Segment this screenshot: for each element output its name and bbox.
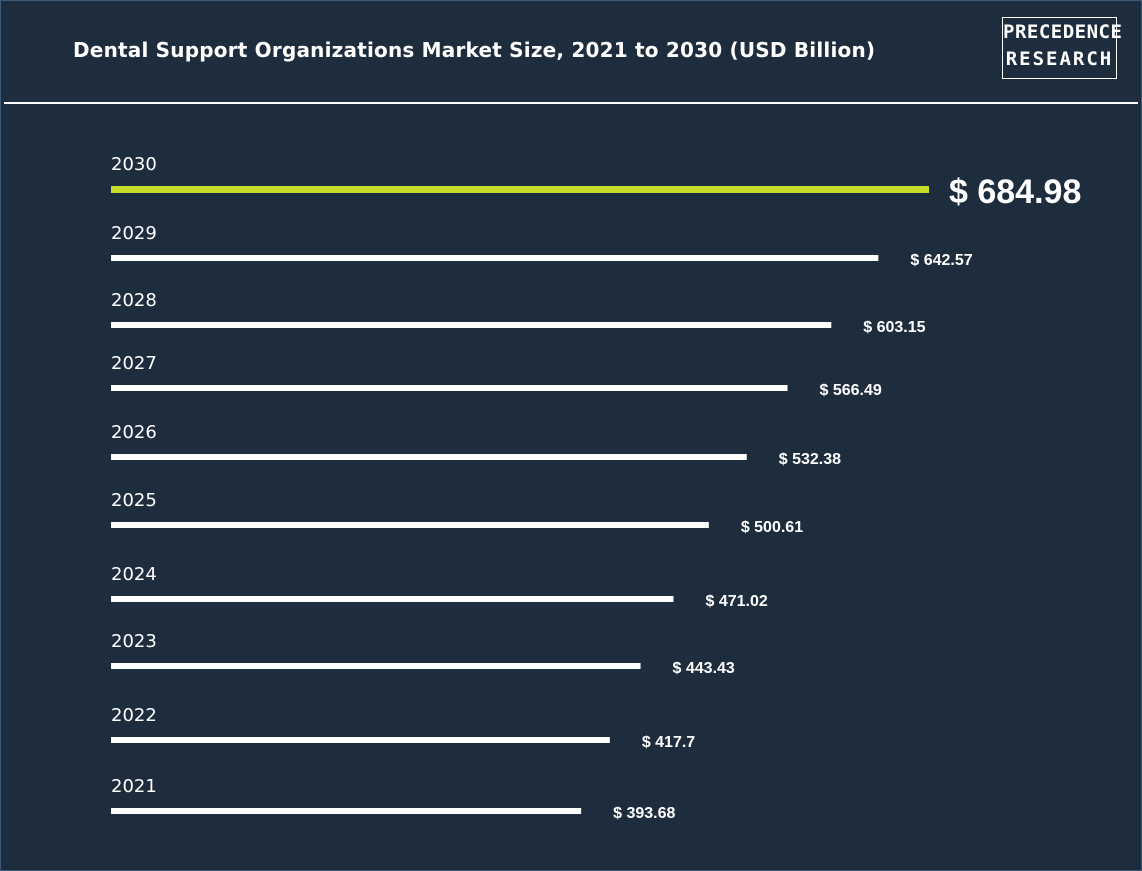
value-label-2026: $ 532.38 xyxy=(779,451,841,468)
value-label-2028: $ 603.15 xyxy=(863,319,925,336)
year-label-2023: 2023 xyxy=(111,631,157,652)
header-divider xyxy=(4,102,1138,104)
bar-2030 xyxy=(111,186,929,193)
year-label-2026: 2026 xyxy=(111,422,157,443)
value-label-2025: $ 500.61 xyxy=(741,519,803,536)
bar-2024 xyxy=(111,596,674,602)
year-label-2022: 2022 xyxy=(111,705,157,726)
value-label-2022: $ 417.7 xyxy=(642,734,695,751)
bar-2026 xyxy=(111,454,747,460)
year-label-2027: 2027 xyxy=(111,353,157,374)
bar-2027 xyxy=(111,385,788,391)
logo-line-2: RESEARCH xyxy=(1005,48,1114,70)
year-label-2021: 2021 xyxy=(111,776,157,797)
value-label-2023: $ 443.43 xyxy=(673,660,735,677)
year-label-2029: 2029 xyxy=(111,223,157,244)
logo-line-1: PRECEDENCE xyxy=(1003,21,1123,43)
value-label-2027: $ 566.49 xyxy=(819,382,881,399)
bar-2022 xyxy=(111,737,610,743)
year-label-2024: 2024 xyxy=(111,564,157,585)
chart-title: Dental Support Organizations Market Size… xyxy=(73,38,876,62)
value-label-2029: $ 642.57 xyxy=(910,252,972,269)
year-label-2028: 2028 xyxy=(111,290,157,311)
value-label-2024: $ 471.02 xyxy=(705,593,767,610)
bar-2029 xyxy=(111,255,879,261)
bar-2023 xyxy=(111,663,641,669)
bar-2021 xyxy=(111,808,582,814)
value-label-2021: $ 393.68 xyxy=(613,805,675,822)
year-label-2030: 2030 xyxy=(111,154,157,175)
precedence-research-logo: PRECEDENCE RESEARCH xyxy=(1002,17,1123,79)
year-label-2025: 2025 xyxy=(111,490,157,511)
value-label-2030: $ 684.98 xyxy=(949,173,1081,211)
bar-2028 xyxy=(111,322,832,328)
bar-2025 xyxy=(111,522,709,528)
